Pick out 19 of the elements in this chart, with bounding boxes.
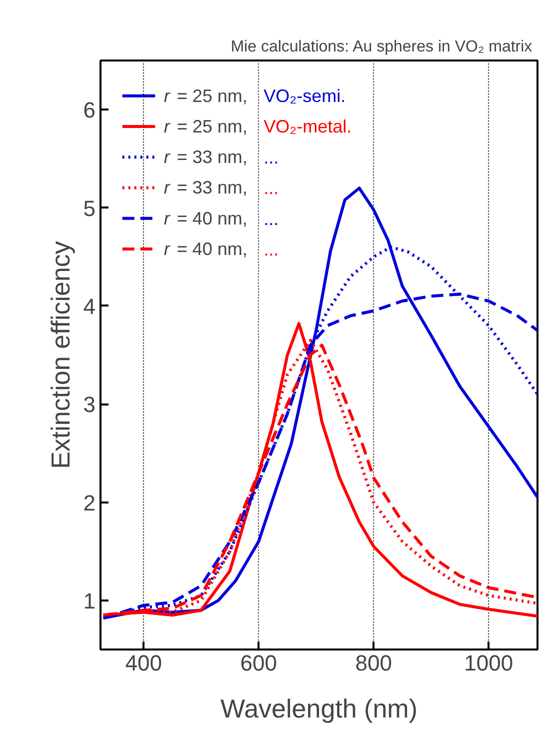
y-tick-label: 3 — [83, 392, 96, 418]
x-tick-label: 800 — [355, 650, 392, 676]
legend-label: r = 40 nm, ... — [164, 208, 279, 229]
legend-label: r = 40 nm, ... — [164, 238, 279, 260]
y-axis-title: Extinction efficiency — [45, 241, 76, 469]
y-tick-label: 1 — [83, 588, 96, 614]
x-tick-label: 1000 — [464, 650, 514, 676]
legend-label: r = 33 nm, ... — [164, 178, 279, 198]
legend-label: r = 25 nm, VO₂-semi. — [164, 86, 346, 106]
legend-label: r = 33 nm, ... — [164, 147, 279, 168]
y-tick-label: 4 — [83, 294, 96, 319]
y-tick-label: 5 — [83, 196, 96, 221]
x-tick-label: 400 — [125, 650, 162, 676]
y-tick-label: 2 — [83, 490, 96, 516]
x-axis-title: Wavelength (nm) — [220, 694, 418, 724]
y-tick-label: 6 — [83, 98, 96, 123]
legend-label: r = 25 nm, VO₂-metal. — [164, 116, 352, 136]
chart-title: Mie calculations: Au spheres in VO₂ matrix — [230, 38, 532, 56]
x-tick-label: 600 — [240, 650, 277, 676]
